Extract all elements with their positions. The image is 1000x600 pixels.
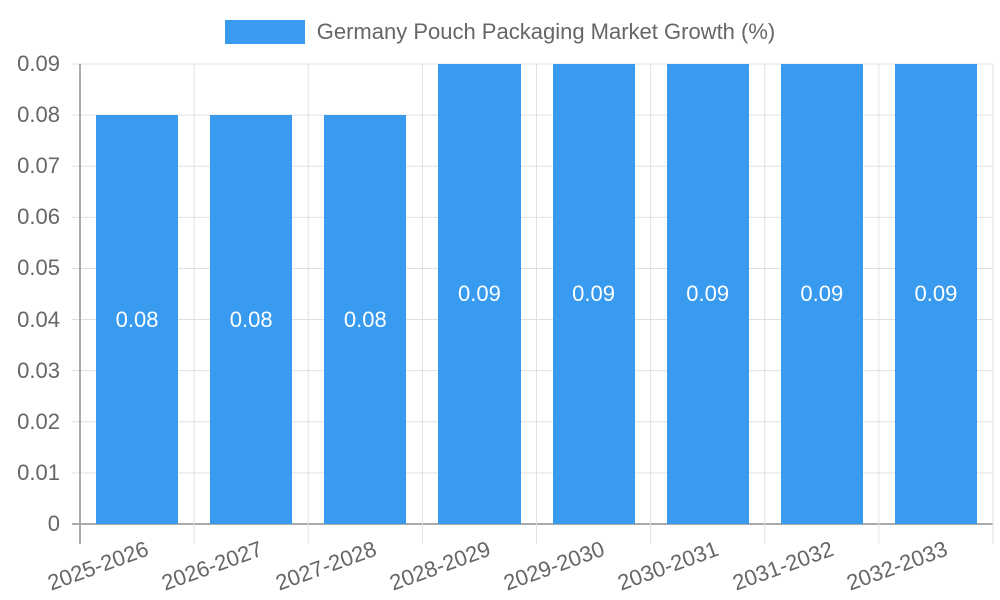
chart-legend[interactable]: Germany Pouch Packaging Market Growth (%…	[0, 18, 1000, 46]
y-axis-tick-label: 0.05	[17, 255, 60, 281]
bar-2030-2031[interactable]: 0.09	[666, 64, 749, 524]
bar-value-label: 0.08	[229, 306, 273, 332]
y-axis-tick-label: 0.08	[17, 102, 60, 128]
bar-value-label: 0.09	[800, 281, 844, 306]
bar-value-label: 0.08	[115, 306, 159, 332]
y-axis-tick-label: 0.04	[17, 306, 60, 332]
bar-value-label: 0.08	[343, 306, 387, 332]
bar-2032-2033[interactable]: 0.09	[894, 64, 977, 524]
y-axis-tick-label: 0.03	[17, 357, 60, 383]
bar-value-label: 0.09	[914, 281, 958, 306]
bar-2027-2028[interactable]: 0.08	[324, 115, 407, 524]
legend-label: Germany Pouch Packaging Market Growth (%…	[316, 19, 776, 44]
y-axis-tick-label: 0.09	[17, 51, 60, 76]
y-axis-tick-label: 0.01	[17, 459, 60, 485]
y-axis-tick-label: 0.06	[17, 204, 60, 230]
bar-value-label: 0.09	[458, 281, 501, 306]
bar-2031-2032[interactable]: 0.09	[780, 64, 863, 524]
y-axis-tick-label: 0	[47, 511, 60, 536]
bar-2026-2027[interactable]: 0.08	[210, 115, 293, 524]
legend-swatch	[224, 20, 305, 44]
bar-2025-2026[interactable]: 0.08	[96, 115, 179, 524]
bar-value-label: 0.09	[686, 281, 730, 306]
y-axis-tick-label: 0.07	[17, 153, 60, 179]
bar-value-label: 0.09	[572, 281, 615, 306]
y-axis-tick-label: 0.02	[17, 408, 60, 434]
bar-2028-2029[interactable]: 0.09	[438, 64, 521, 524]
bar-2029-2030[interactable]: 0.09	[552, 64, 635, 524]
